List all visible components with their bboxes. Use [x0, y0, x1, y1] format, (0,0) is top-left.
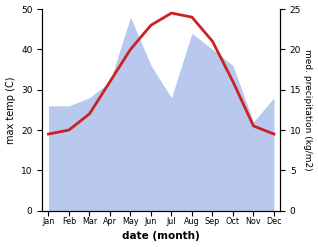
Y-axis label: med. precipitation (kg/m2): med. precipitation (kg/m2) — [303, 49, 313, 171]
Y-axis label: max temp (C): max temp (C) — [5, 76, 16, 144]
X-axis label: date (month): date (month) — [122, 231, 200, 242]
